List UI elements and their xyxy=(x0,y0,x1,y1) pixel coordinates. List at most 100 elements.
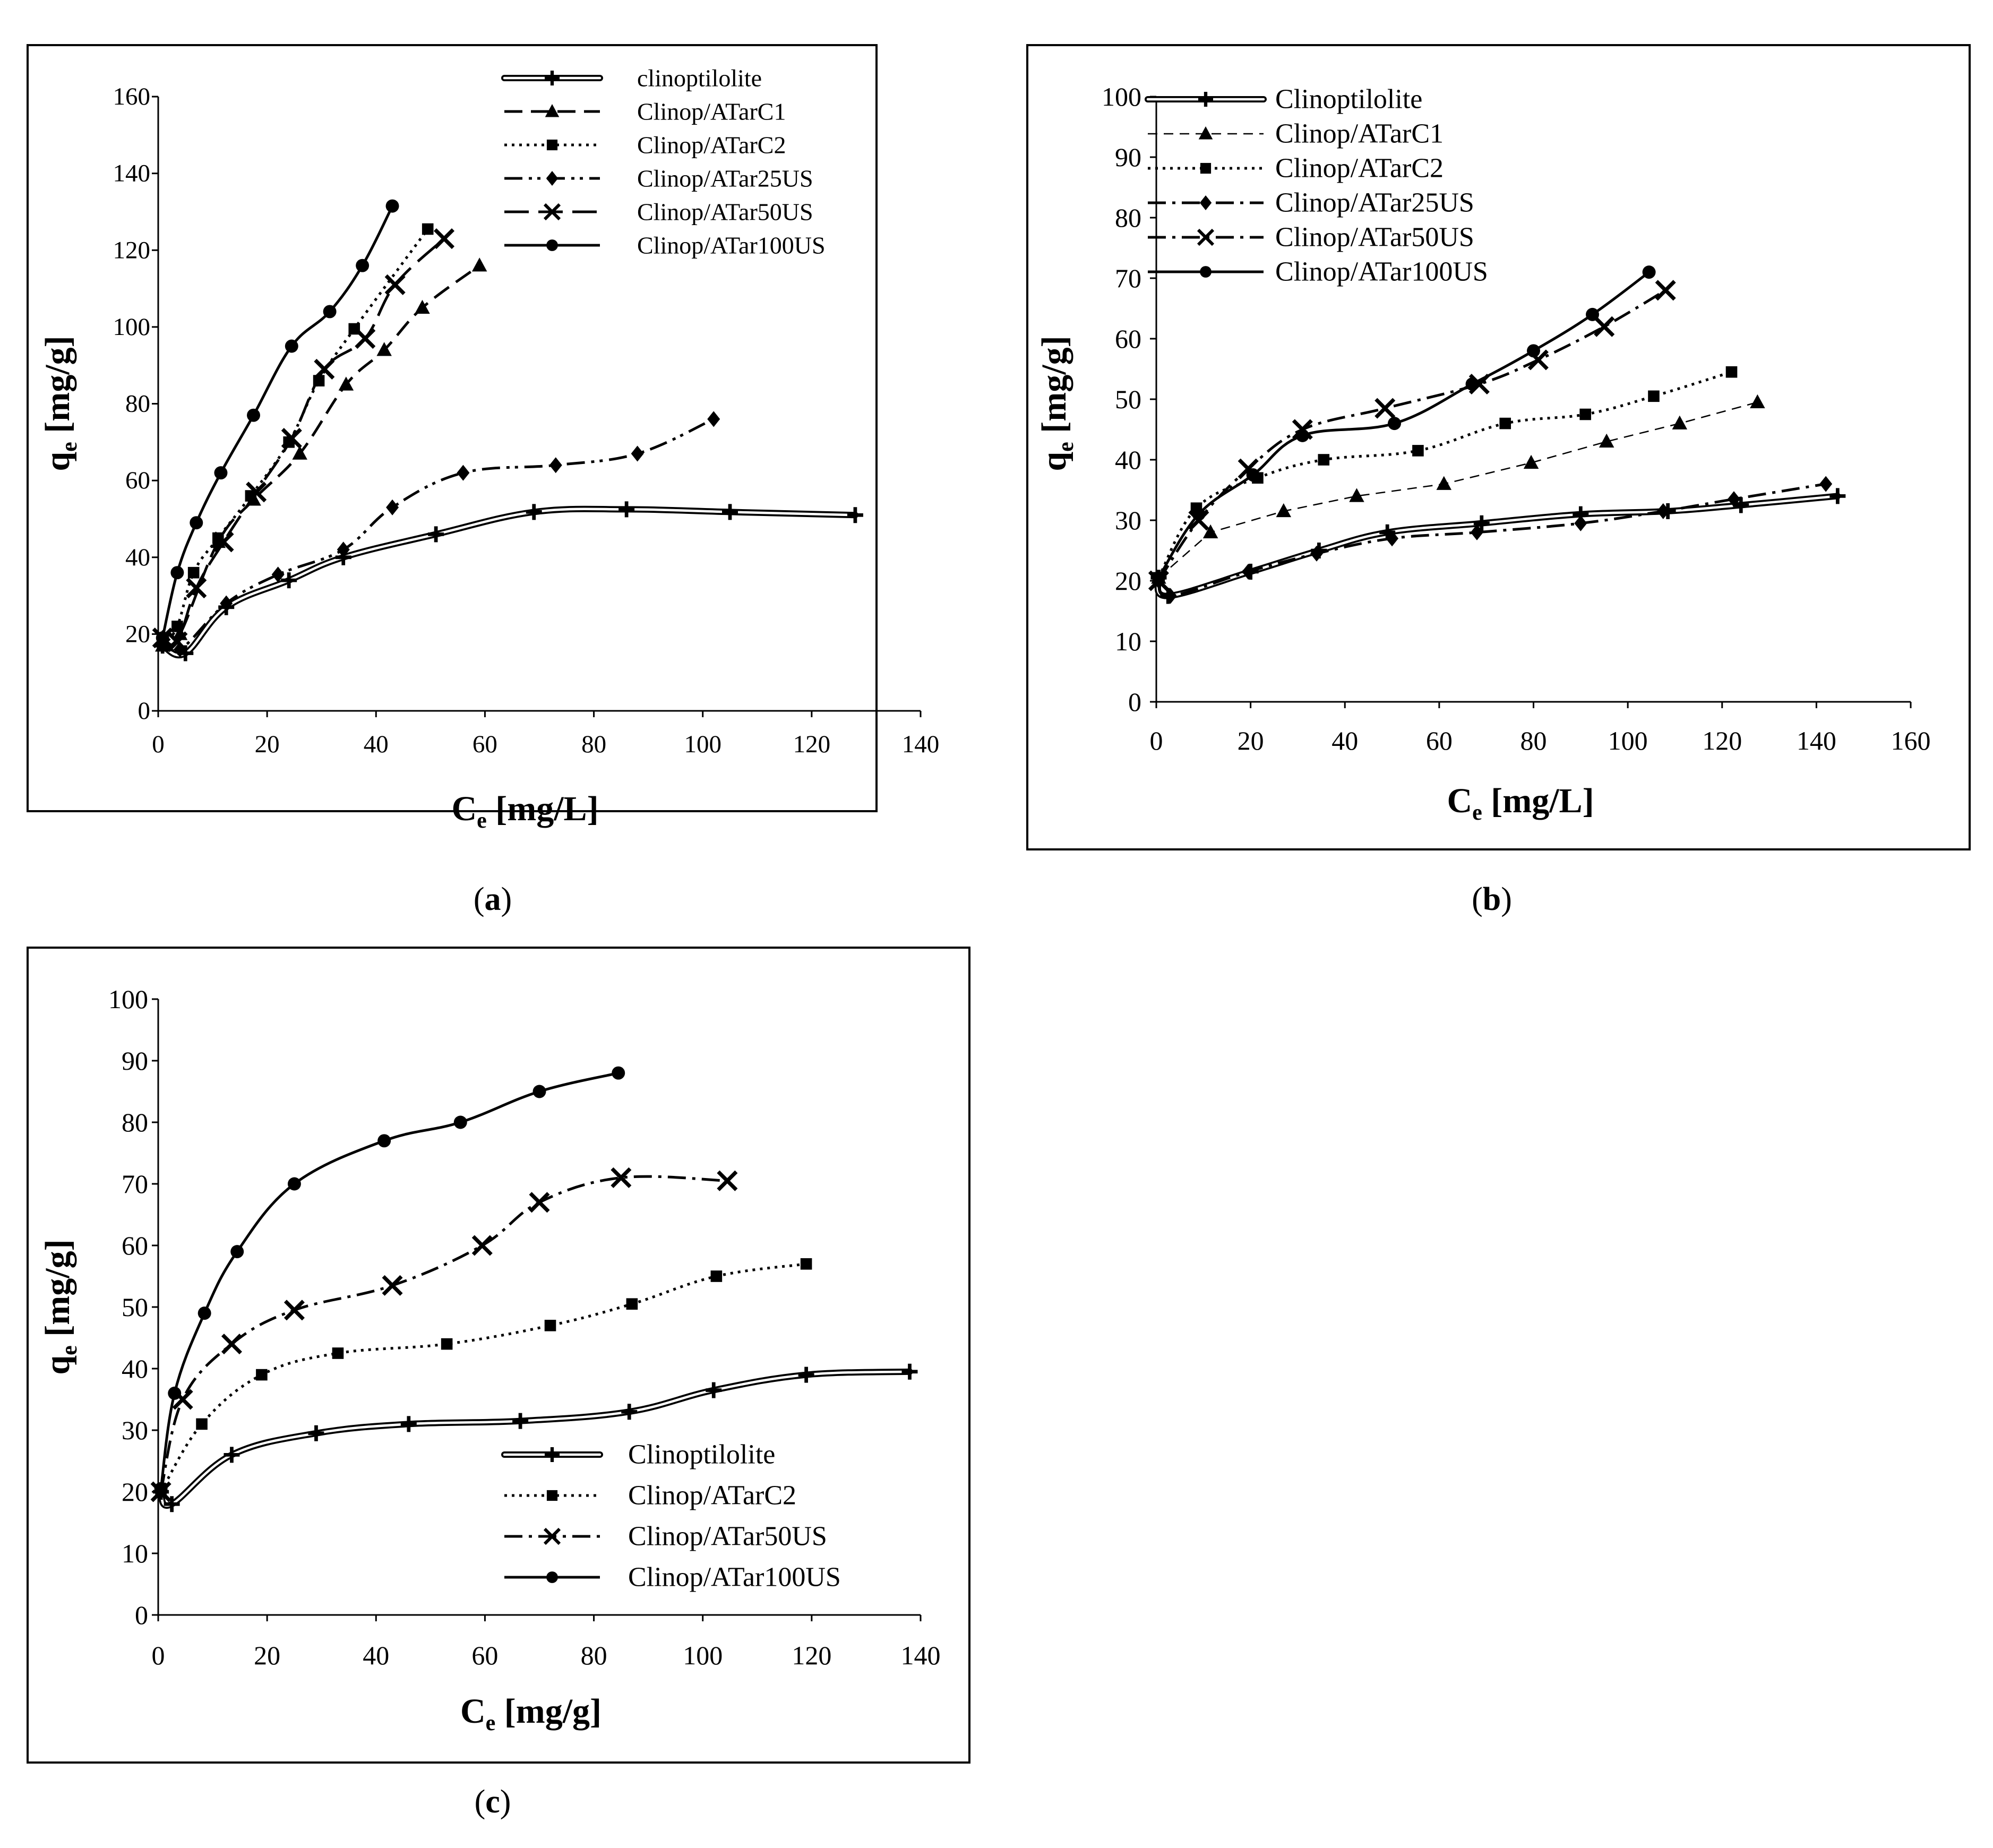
y-axis-unit: [mg/g] xyxy=(1035,336,1073,442)
legend-swatch-marker xyxy=(1197,228,1215,246)
data-point xyxy=(1465,377,1479,391)
data-point xyxy=(631,445,644,462)
data-point xyxy=(287,1177,301,1191)
legend-swatch-marker xyxy=(546,171,559,186)
panel-caption: (a) xyxy=(474,881,512,917)
x-tick-label: 40 xyxy=(364,730,389,758)
data-point xyxy=(1242,563,1255,580)
y-tick-label: 60 xyxy=(125,467,150,494)
legend-item: Clinoptilolite xyxy=(501,1440,775,1470)
data-point xyxy=(1349,488,1364,502)
legend: clinoptilolite Clinop/ATarC1 Clinop/ATarC2… xyxy=(501,65,826,259)
series-Clinop/ATar100US xyxy=(156,199,399,645)
series-Clinop/ATar100US xyxy=(154,1066,625,1495)
data-point xyxy=(722,504,738,520)
legend: Clinoptilolite Clinop/ATarC1 Clinop/ATarC2… xyxy=(1145,84,1488,287)
y-tick-label: 80 xyxy=(1115,203,1141,233)
legend-item: Clinop/ATarC2 xyxy=(504,1481,796,1511)
y-tick-label: 100 xyxy=(1102,82,1141,111)
legend-label: Clinop/ATar50US xyxy=(628,1522,827,1552)
data-point xyxy=(400,1416,417,1432)
y-tick-label: 40 xyxy=(1115,445,1141,475)
x-tick-label: 60 xyxy=(471,1640,498,1670)
y-tick-label: 90 xyxy=(122,1046,148,1076)
legend-item: Clinop/ATar100US xyxy=(1148,257,1488,287)
data-point xyxy=(428,526,444,543)
data-point xyxy=(717,1170,738,1191)
y-tick-label: 40 xyxy=(125,544,150,571)
data-point xyxy=(314,358,335,380)
data-point xyxy=(626,1298,638,1310)
data-point xyxy=(1672,415,1688,429)
chart-panel-a: 0 20 40 60 80 100 120 140 0 20 40 60 80 100 120 140 160 C… xyxy=(27,44,939,833)
data-point xyxy=(457,465,470,481)
data-point xyxy=(1655,280,1676,301)
y-axis-unit: [mg/g] xyxy=(38,336,77,442)
x-axis-unit: [mg/L] xyxy=(487,789,599,828)
y-tick-label: 70 xyxy=(122,1169,148,1199)
data-point xyxy=(1192,508,1206,521)
x-tick-label: 40 xyxy=(1331,726,1358,755)
series-line-inner xyxy=(159,1370,911,1507)
data-point xyxy=(376,342,392,356)
data-point xyxy=(170,566,184,580)
data-point xyxy=(532,1085,546,1098)
legend-label: Clinop/ATarC1 xyxy=(1275,119,1444,149)
x-tick-label: 20 xyxy=(254,1640,280,1670)
data-point xyxy=(1594,316,1615,337)
data-point xyxy=(1473,515,1490,531)
y-axis-subscript: e xyxy=(1054,442,1078,452)
data-point xyxy=(1642,265,1656,279)
x-axis-unit: [mg/L] xyxy=(1482,781,1594,820)
data-point xyxy=(710,1270,723,1282)
y-tick-label: 30 xyxy=(1115,505,1141,535)
legend-label: Clinop/ATar50US xyxy=(637,199,813,226)
data-point xyxy=(471,257,487,272)
data-point xyxy=(308,1425,324,1441)
data-point xyxy=(1586,307,1599,321)
y-tick-label: 70 xyxy=(1115,263,1141,293)
legend-item: Clinop/ATar50US xyxy=(504,199,813,226)
x-tick-label: 20 xyxy=(1238,726,1264,755)
y-tick-label: 60 xyxy=(122,1231,148,1260)
data-point xyxy=(549,457,562,474)
data-point xyxy=(1318,454,1330,466)
x-tick-label: 60 xyxy=(1426,726,1453,755)
data-point xyxy=(246,482,267,503)
data-point xyxy=(386,499,399,515)
series-line xyxy=(161,237,445,647)
legend-label: Clinop/ATarC1 xyxy=(637,98,786,125)
x-tick-label: 120 xyxy=(792,1640,831,1670)
data-point xyxy=(1656,503,1670,519)
data-point xyxy=(798,1366,814,1383)
data-point xyxy=(285,339,298,353)
series-line xyxy=(1157,483,1826,598)
data-point xyxy=(847,507,863,523)
y-tick-label: 100 xyxy=(113,313,151,341)
legend-item: Clinop/ATar25US xyxy=(1148,188,1474,218)
data-point xyxy=(271,566,285,583)
y-tick-label: 80 xyxy=(125,390,150,418)
data-point xyxy=(196,1418,208,1430)
y-tick-label: 60 xyxy=(1115,324,1141,354)
x-tick-label: 0 xyxy=(152,1640,165,1670)
y-tick-label: 0 xyxy=(1128,687,1141,717)
y-axis-unit: [mg/g] xyxy=(38,1239,77,1345)
data-point xyxy=(612,1066,625,1080)
legend-swatch-marker xyxy=(1198,92,1213,107)
x-axis-symbol: C xyxy=(1447,781,1472,820)
y-tick-label: 0 xyxy=(135,1600,148,1630)
data-point xyxy=(337,541,350,558)
legend-label: Clinop/ATar25US xyxy=(1275,188,1474,218)
data-point xyxy=(213,531,234,553)
data-point xyxy=(338,376,354,391)
data-point xyxy=(356,259,370,272)
data-point xyxy=(154,1482,168,1495)
x-axis-subscript: e xyxy=(1472,801,1482,825)
series-Clinop/ATar50US xyxy=(152,228,455,652)
legend-item: clinoptilolite xyxy=(501,65,762,92)
x-tick-label: 140 xyxy=(1797,726,1836,755)
y-axis-title: qe [mg/g] xyxy=(38,336,82,471)
legend-item: Clinoptilolite xyxy=(1145,84,1422,115)
data-point xyxy=(1388,417,1401,431)
